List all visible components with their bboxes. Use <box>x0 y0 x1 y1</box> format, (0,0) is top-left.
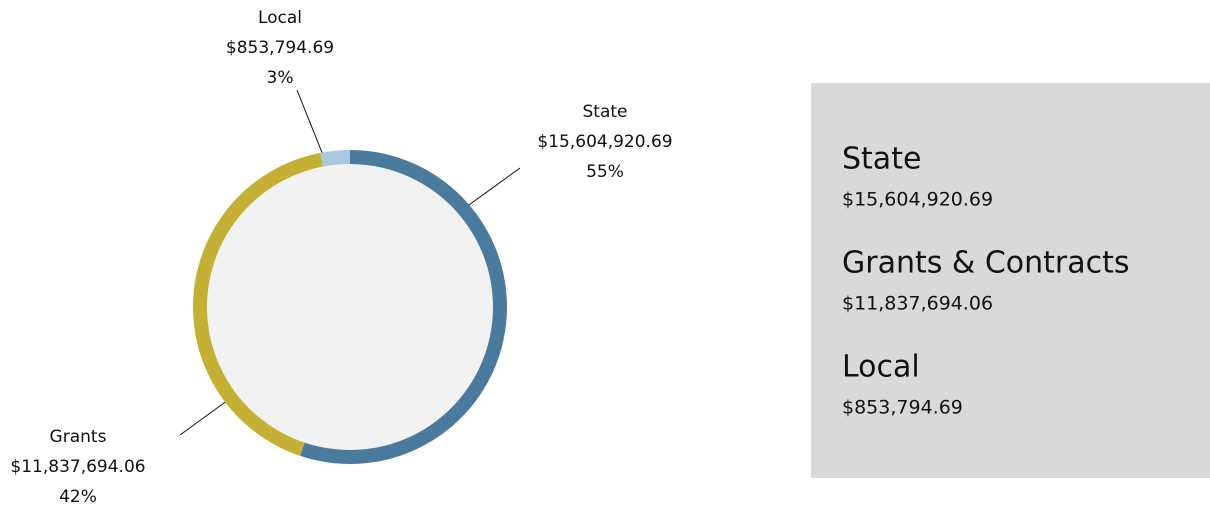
slice-value: $853,794.69 <box>226 38 334 58</box>
leader-line <box>296 89 326 161</box>
slice-value: $15,604,920.69 <box>537 132 672 152</box>
donut-segment <box>320 150 350 167</box>
donut-center <box>205 162 495 452</box>
slice-value: $11,837,694.06 <box>10 457 145 477</box>
legend-name: State <box>842 142 921 177</box>
slice-label: Local <box>258 8 302 28</box>
donut-segment <box>192 152 324 456</box>
legend-name: Grants & Contracts <box>842 246 1130 281</box>
slice-percent: 42% <box>59 487 97 507</box>
slice-label: State <box>583 102 628 122</box>
legend-panel <box>811 83 1210 478</box>
legend-value: $11,837,694.06 <box>842 293 993 315</box>
slice-percent: 3% <box>267 68 294 88</box>
slice-percent: 55% <box>586 162 624 182</box>
slice-label: Grants <box>50 427 107 447</box>
legend-value: $853,794.69 <box>842 397 963 419</box>
leader-line <box>461 167 521 211</box>
legend-value: $15,604,920.69 <box>842 189 993 211</box>
legend-name: Local <box>842 350 920 385</box>
